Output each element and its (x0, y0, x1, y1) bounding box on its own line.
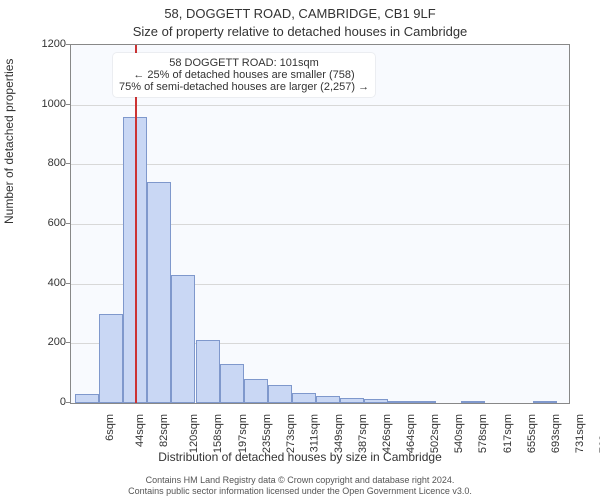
x-tick-label: 6sqm (104, 414, 116, 441)
y-tick-mark (66, 283, 70, 284)
x-tick-label: 655sqm (526, 414, 538, 453)
marker-line (135, 45, 137, 403)
histogram-bar (99, 314, 123, 404)
x-tick-label: 387sqm (357, 414, 369, 453)
y-tick-mark (66, 44, 70, 45)
histogram-bar (220, 364, 244, 403)
x-tick-label: 158sqm (212, 414, 224, 453)
footer-line-1: Contains HM Land Registry data © Crown c… (0, 475, 600, 485)
y-tick-label: 400 (26, 277, 66, 289)
annotation-line-3: 75% of semi-detached houses are larger (… (119, 81, 369, 93)
x-tick-label: 349sqm (333, 414, 345, 453)
page-title: 58, DOGGETT ROAD, CAMBRIDGE, CB1 9LF (0, 6, 600, 21)
x-tick-label: 464sqm (405, 414, 417, 453)
y-axis-label: Number of detached properties (2, 59, 16, 224)
annotation-line-2: ← 25% of detached houses are smaller (75… (119, 69, 369, 81)
x-tick-label: 311sqm (308, 414, 320, 452)
histogram-bar (147, 182, 171, 403)
y-tick-mark (66, 163, 70, 164)
y-tick-label: 200 (26, 336, 66, 348)
y-tick-mark (66, 104, 70, 105)
x-tick-label: 235sqm (261, 414, 273, 453)
y-tick-mark (66, 342, 70, 343)
annotation-line-1: 58 DOGGETT ROAD: 101sqm (119, 57, 369, 69)
y-tick-label: 1200 (26, 38, 66, 50)
y-tick-label: 600 (26, 217, 66, 229)
histogram-bar (316, 396, 340, 403)
histogram-bar (244, 379, 268, 403)
histogram-bar (340, 398, 364, 403)
x-tick-label: 197sqm (237, 414, 249, 453)
x-tick-label: 82sqm (158, 414, 170, 447)
x-tick-label: 120sqm (188, 414, 200, 453)
x-tick-label: 693sqm (550, 414, 562, 453)
y-tick-label: 0 (26, 396, 66, 408)
histogram-bar (388, 401, 412, 403)
x-tick-label: 617sqm (502, 414, 514, 453)
y-tick-mark (66, 223, 70, 224)
histogram-bar (533, 401, 557, 403)
x-tick-label: 273sqm (285, 414, 297, 453)
page-subtitle: Size of property relative to detached ho… (0, 24, 600, 39)
x-tick-label: 44sqm (134, 414, 146, 447)
histogram-bar (412, 401, 436, 403)
annotation-box: 58 DOGGETT ROAD: 101sqm ← 25% of detache… (113, 53, 375, 97)
x-tick-label: 426sqm (381, 414, 393, 453)
histogram-bar (364, 399, 388, 403)
histogram-bar (461, 401, 485, 403)
plot-area: 58 DOGGETT ROAD: 101sqm ← 25% of detache… (70, 44, 570, 404)
y-tick-mark (66, 402, 70, 403)
y-tick-label: 800 (26, 157, 66, 169)
x-tick-label: 731sqm (574, 414, 586, 453)
histogram-bar (171, 275, 195, 403)
histogram-bar (268, 385, 292, 403)
footer-line-2: Contains public sector information licen… (0, 486, 600, 496)
x-tick-label: 540sqm (454, 414, 466, 453)
histogram-bar (292, 393, 316, 403)
histogram-bar (75, 394, 99, 403)
gridline (71, 105, 569, 106)
x-tick-label: 502sqm (429, 414, 441, 453)
y-tick-label: 1000 (26, 98, 66, 110)
x-tick-label: 578sqm (478, 414, 490, 453)
histogram-bar (196, 340, 220, 403)
chart-container: 58, DOGGETT ROAD, CAMBRIDGE, CB1 9LF Siz… (0, 0, 600, 500)
footer: Contains HM Land Registry data © Crown c… (0, 475, 600, 496)
